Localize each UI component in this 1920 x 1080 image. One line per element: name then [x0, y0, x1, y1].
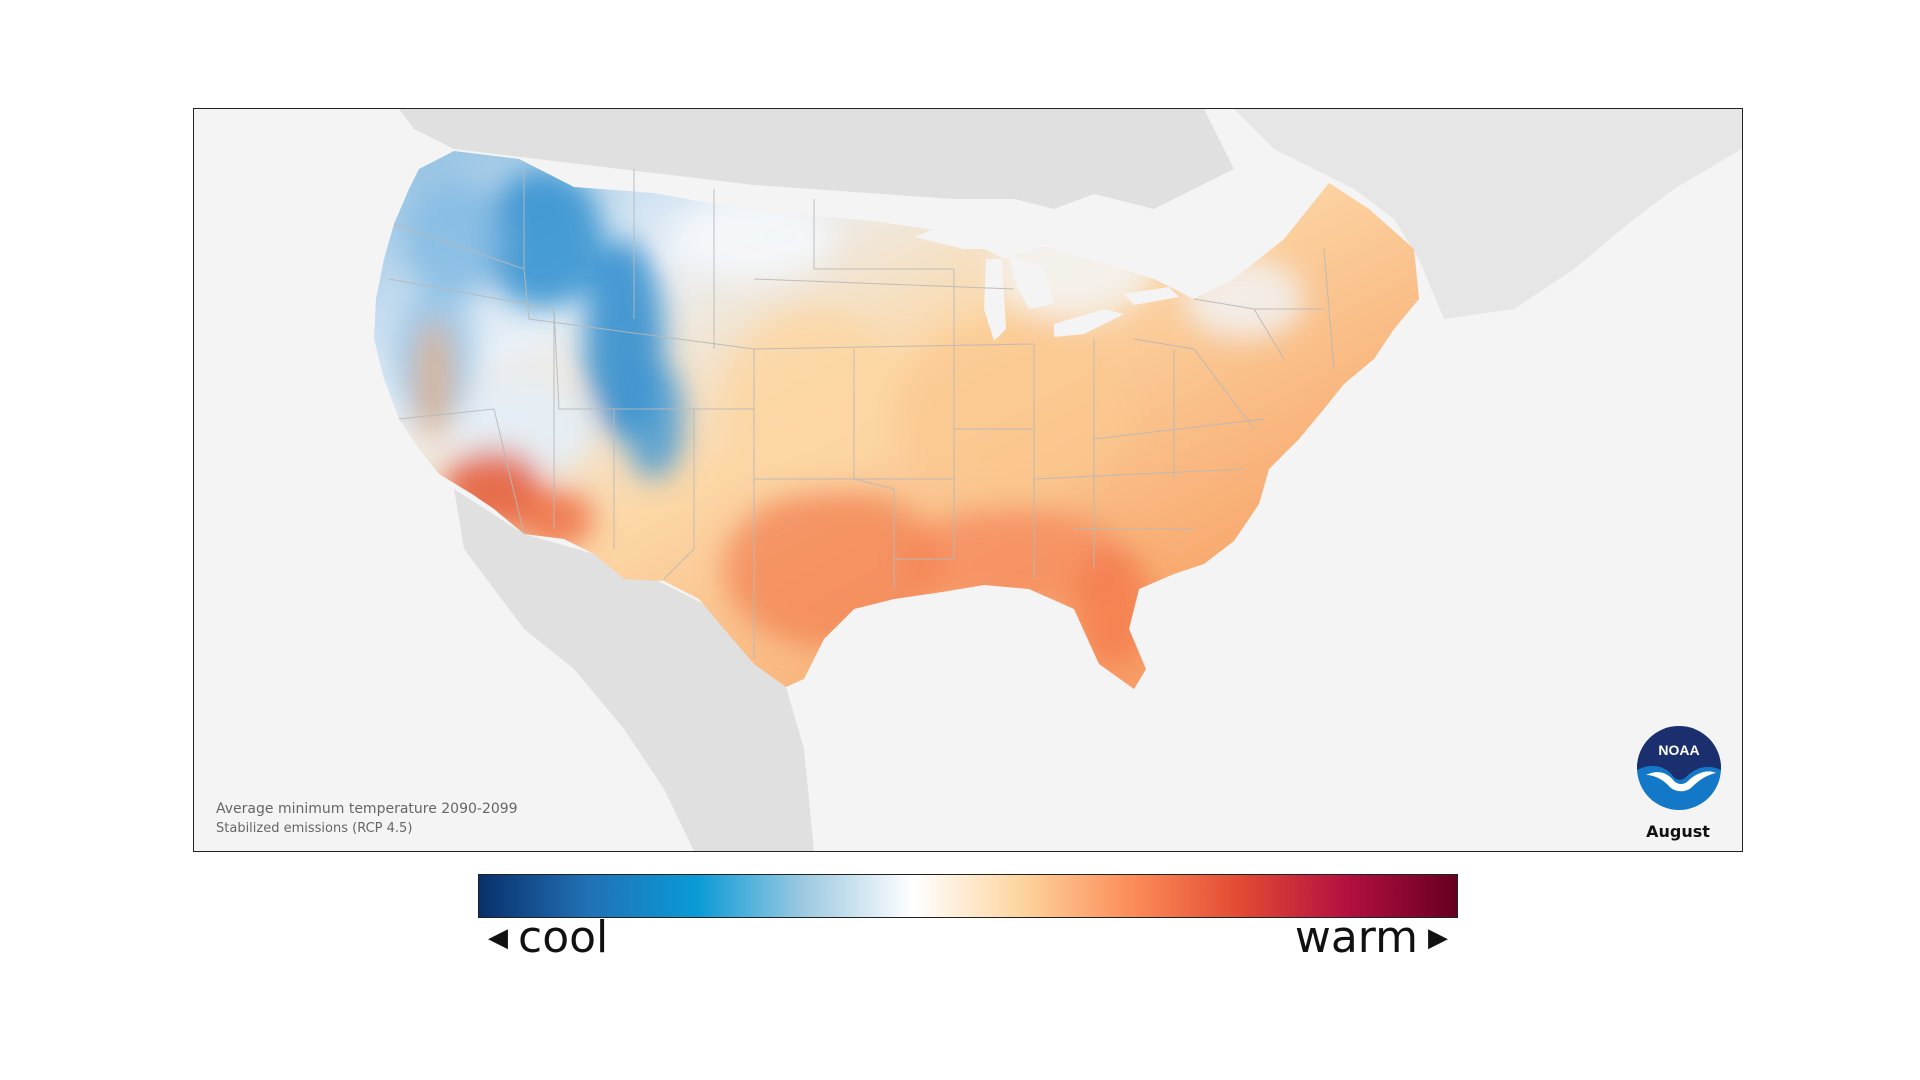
canada-landmass — [399, 109, 1234, 209]
map-panel: Average minimum temperature 2090-2099 St… — [193, 108, 1743, 852]
left-triangle-icon: ◀ — [488, 922, 508, 953]
great-lakes — [914, 221, 1179, 341]
cool-label: cool — [518, 912, 609, 963]
warm-label: warm — [1294, 912, 1418, 963]
state-borders — [388, 169, 1335, 659]
mexico-landmass — [454, 489, 814, 851]
noaa-logo-text: NOAA — [1658, 742, 1699, 758]
map-caption: Average minimum temperature 2090-2099 St… — [216, 799, 518, 839]
month-label: August — [1646, 822, 1710, 841]
color-scale-bar — [478, 874, 1458, 918]
temperature-map — [194, 109, 1742, 851]
right-triangle-icon: ▶ — [1428, 922, 1448, 953]
cool-label-group: ◀ cool — [478, 912, 608, 963]
noaa-logo-icon: NOAA — [1637, 726, 1721, 810]
caption-title: Average minimum temperature 2090-2099 — [216, 801, 518, 817]
color-scale-labels: ◀ cool warm ▶ — [478, 912, 1458, 972]
caption-subtitle: Stabilized emissions (RCP 4.5) — [216, 821, 413, 836]
warm-label-group: warm ▶ — [1295, 912, 1458, 963]
eastern-canada-landmass — [1234, 109, 1742, 319]
